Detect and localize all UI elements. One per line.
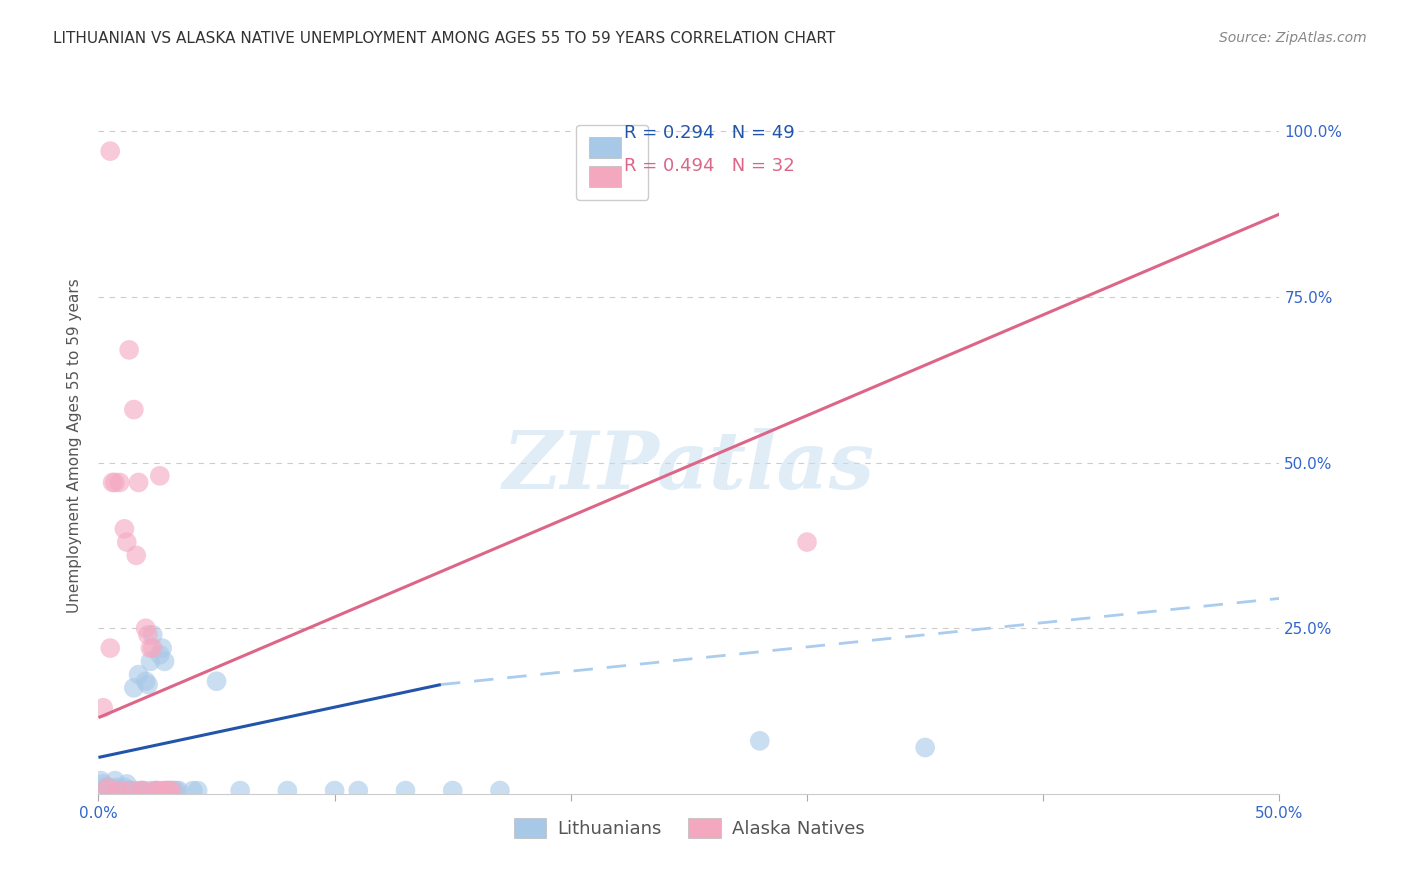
- Point: [149, 648, 172, 662]
- Point: [229, 783, 252, 797]
- Point: [441, 783, 464, 797]
- Point: [796, 535, 818, 549]
- Point: [163, 783, 186, 797]
- Point: [394, 783, 416, 797]
- Point: [125, 783, 148, 797]
- Point: [136, 677, 159, 691]
- Text: R = 0.294   N = 49: R = 0.294 N = 49: [624, 124, 794, 142]
- Point: [156, 783, 179, 797]
- Point: [142, 628, 165, 642]
- Point: [115, 777, 138, 791]
- Point: [91, 777, 114, 791]
- Point: [143, 783, 166, 797]
- Point: [97, 780, 120, 795]
- Point: [153, 654, 176, 668]
- Point: [156, 783, 179, 797]
- Point: [142, 641, 165, 656]
- Point: [121, 783, 143, 797]
- Point: [111, 783, 134, 797]
- Y-axis label: Unemployment Among Ages 55 to 59 years: Unemployment Among Ages 55 to 59 years: [66, 278, 82, 614]
- Point: [157, 783, 180, 797]
- Point: [167, 783, 190, 797]
- Point: [122, 402, 145, 417]
- Point: [143, 783, 166, 797]
- Point: [157, 783, 180, 797]
- Point: [104, 783, 127, 797]
- Point: [118, 343, 141, 357]
- Point: [90, 773, 112, 788]
- Point: [94, 780, 117, 795]
- Point: [347, 783, 370, 797]
- Point: [101, 475, 124, 490]
- Text: ZIPatlas: ZIPatlas: [503, 428, 875, 506]
- Point: [118, 783, 141, 797]
- Point: [108, 783, 131, 797]
- Point: [91, 700, 114, 714]
- Point: [132, 783, 155, 797]
- Text: R = 0.494   N = 32: R = 0.494 N = 32: [624, 157, 794, 175]
- Point: [139, 654, 162, 668]
- Point: [150, 641, 173, 656]
- Point: [115, 535, 138, 549]
- Point: [187, 783, 209, 797]
- Point: [132, 783, 155, 797]
- Point: [136, 628, 159, 642]
- Point: [139, 783, 162, 797]
- Text: LITHUANIAN VS ALASKA NATIVE UNEMPLOYMENT AMONG AGES 55 TO 59 YEARS CORRELATION C: LITHUANIAN VS ALASKA NATIVE UNEMPLOYMENT…: [53, 31, 835, 46]
- Point: [129, 783, 152, 797]
- Point: [150, 783, 173, 797]
- Point: [914, 740, 936, 755]
- Point: [149, 468, 172, 483]
- Point: [112, 780, 135, 795]
- Point: [104, 475, 127, 490]
- Point: [135, 621, 157, 635]
- Point: [139, 641, 162, 656]
- Point: [101, 781, 124, 796]
- Point: [128, 475, 150, 490]
- Point: [129, 783, 152, 797]
- Point: [112, 522, 135, 536]
- Point: [181, 783, 204, 797]
- Point: [94, 783, 117, 797]
- Point: [153, 783, 176, 797]
- Point: [205, 674, 228, 689]
- Point: [115, 783, 138, 797]
- Point: [146, 783, 169, 797]
- Point: [121, 783, 143, 797]
- Point: [104, 773, 127, 788]
- Point: [146, 783, 169, 797]
- Point: [128, 667, 150, 681]
- Point: [98, 641, 121, 656]
- Point: [276, 783, 298, 797]
- Point: [125, 549, 148, 563]
- Point: [105, 783, 128, 797]
- Point: [122, 681, 145, 695]
- Point: [98, 783, 121, 797]
- Point: [98, 144, 121, 158]
- Point: [160, 783, 183, 797]
- Point: [160, 783, 183, 797]
- Point: [165, 783, 187, 797]
- Point: [105, 780, 128, 795]
- Point: [135, 674, 157, 689]
- Text: Source: ZipAtlas.com: Source: ZipAtlas.com: [1219, 31, 1367, 45]
- Point: [111, 783, 134, 797]
- Point: [748, 734, 770, 748]
- Legend: Lithuanians, Alaska Natives: Lithuanians, Alaska Natives: [505, 808, 873, 847]
- Point: [489, 783, 512, 797]
- Point: [323, 783, 346, 797]
- Point: [108, 475, 131, 490]
- Point: [97, 780, 120, 795]
